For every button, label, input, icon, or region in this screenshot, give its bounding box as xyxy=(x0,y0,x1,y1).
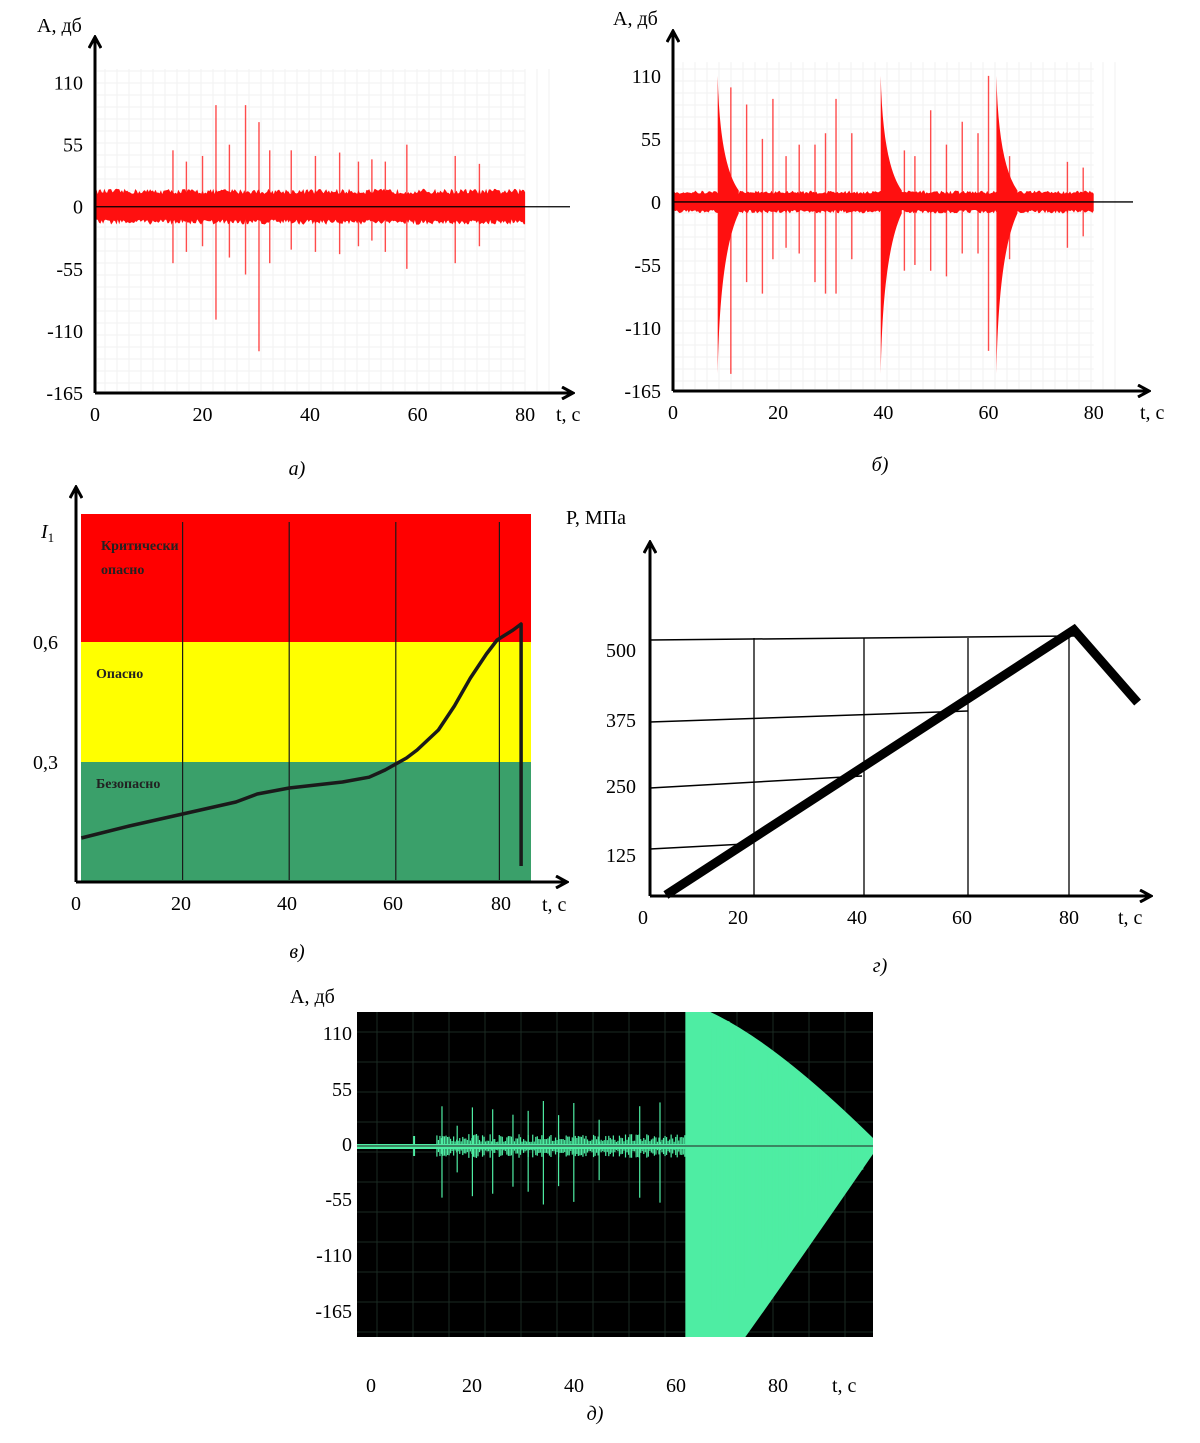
y-axis-label: P, МПа xyxy=(566,507,626,529)
x-tick-label: 40 xyxy=(847,907,867,929)
zone-label: опасно xyxy=(101,563,144,578)
x-tick-label: 60 xyxy=(383,893,403,915)
x-axis-label: t, с xyxy=(1118,907,1143,929)
y-axis-label: A, дб xyxy=(290,986,335,1008)
signal-burst xyxy=(996,75,1018,202)
y-tick-label: 55 xyxy=(63,135,83,157)
y-tick-label: 500 xyxy=(606,640,636,662)
y-tick-label: -165 xyxy=(315,1301,352,1323)
y-tick-label: -55 xyxy=(56,259,83,281)
x-tick-label: 20 xyxy=(193,404,213,426)
y-axis-label: A, дб xyxy=(613,8,658,30)
y-tick-label: 250 xyxy=(606,776,636,798)
zone-2 xyxy=(81,762,531,882)
zone-label: Критически xyxy=(101,539,179,554)
y-axis-label: I1 xyxy=(40,521,54,545)
x-tick-label: 20 xyxy=(171,893,191,915)
signal-burst xyxy=(880,201,902,374)
x-tick-label: 80 xyxy=(768,1375,788,1397)
x-tick-label: 20 xyxy=(728,907,748,929)
zone-label: Опасно xyxy=(96,667,143,682)
y-tick-label: -110 xyxy=(625,318,661,340)
signal-burst xyxy=(717,75,739,202)
y-tick-label: 55 xyxy=(641,129,661,151)
y-tick-label: 110 xyxy=(323,1023,352,1045)
index-curve xyxy=(80,622,523,866)
x-tick-label: 80 xyxy=(1059,907,1079,929)
zone-label: Безопасно xyxy=(96,777,160,792)
x-tick-label: 80 xyxy=(515,404,535,426)
y-tick-label: -110 xyxy=(316,1245,352,1267)
projection-line xyxy=(649,775,863,789)
chart-panel-e: 110 55 0 -55 -110 -165 0 20 40 60 80 t, с A, дб д) xyxy=(290,986,873,1425)
chart-panel-a: 110 55 0 -55 -110 -165 0 20 40 60 80 t, с A, дб а) xyxy=(37,15,581,480)
panel-caption: б) xyxy=(872,454,889,476)
x-tick-label: 40 xyxy=(873,402,893,424)
signal-burst xyxy=(717,201,739,374)
signal-burst xyxy=(996,201,1018,374)
x-tick-label: 40 xyxy=(564,1375,584,1397)
y-tick-label: 0 xyxy=(651,192,661,214)
x-tick-label: 20 xyxy=(768,402,788,424)
x-tick-label: 20 xyxy=(462,1375,482,1397)
y-tick-label: 110 xyxy=(632,66,661,88)
x-tick-label: 0 xyxy=(638,907,648,929)
panel-caption: а) xyxy=(289,458,306,480)
chart-panel-b: 110 55 0 -55 -110 -165 0 20 40 60 80 t, с A, дб б) xyxy=(613,8,1165,476)
y-tick-label: 0 xyxy=(73,197,83,219)
x-tick-label: 40 xyxy=(277,893,297,915)
x-tick-label: 0 xyxy=(71,893,81,915)
chart-panel-c: Критически опасно Опасно Безопасно 0,6 0,3 0 20… xyxy=(33,488,567,963)
x-tick-label: 0 xyxy=(668,402,678,424)
projection-line xyxy=(649,710,969,723)
zone-1 xyxy=(81,642,531,762)
y-tick-label: 125 xyxy=(606,845,636,867)
y-tick-label: 375 xyxy=(606,710,636,732)
projection-line xyxy=(649,635,1075,641)
x-tick-label: 60 xyxy=(666,1375,686,1397)
y-tick-label: 110 xyxy=(54,73,83,95)
panel-caption: в) xyxy=(289,941,305,963)
x-tick-label: 60 xyxy=(408,404,428,426)
y-tick-label: 0,3 xyxy=(33,752,58,774)
x-tick-label: 0 xyxy=(366,1375,376,1397)
y-tick-label: -165 xyxy=(624,381,661,403)
x-tick-label: 80 xyxy=(491,893,511,915)
chart-panel-d: 500 375 250 125 0 20 40 60 80 t, с P, МПа г) xyxy=(566,507,1150,977)
y-tick-label: 0 xyxy=(342,1134,352,1156)
x-axis-label: t, с xyxy=(832,1375,857,1397)
signal-burst xyxy=(880,75,902,202)
y-tick-label: 0,6 xyxy=(33,632,58,654)
x-tick-label: 60 xyxy=(952,907,972,929)
y-tick-label: -55 xyxy=(325,1189,352,1211)
pressure-line xyxy=(663,623,1141,899)
y-tick-label: -165 xyxy=(46,383,83,405)
panel-caption: д) xyxy=(587,1403,604,1425)
x-tick-label: 0 xyxy=(90,404,100,426)
panel-caption: г) xyxy=(873,955,888,977)
x-tick-label: 80 xyxy=(1084,402,1104,424)
x-axis-label: t, с xyxy=(1140,402,1165,424)
y-tick-label: -55 xyxy=(634,255,661,277)
y-axis-label: A, дб xyxy=(37,15,82,37)
x-axis-label: t, с xyxy=(556,404,581,426)
x-axis-label: t, с xyxy=(542,894,567,916)
x-tick-label: 60 xyxy=(979,402,999,424)
y-tick-label: 55 xyxy=(332,1079,352,1101)
projection-line xyxy=(649,843,746,850)
zone-0 xyxy=(81,514,531,642)
x-tick-label: 40 xyxy=(300,404,320,426)
y-tick-label: -110 xyxy=(47,321,83,343)
